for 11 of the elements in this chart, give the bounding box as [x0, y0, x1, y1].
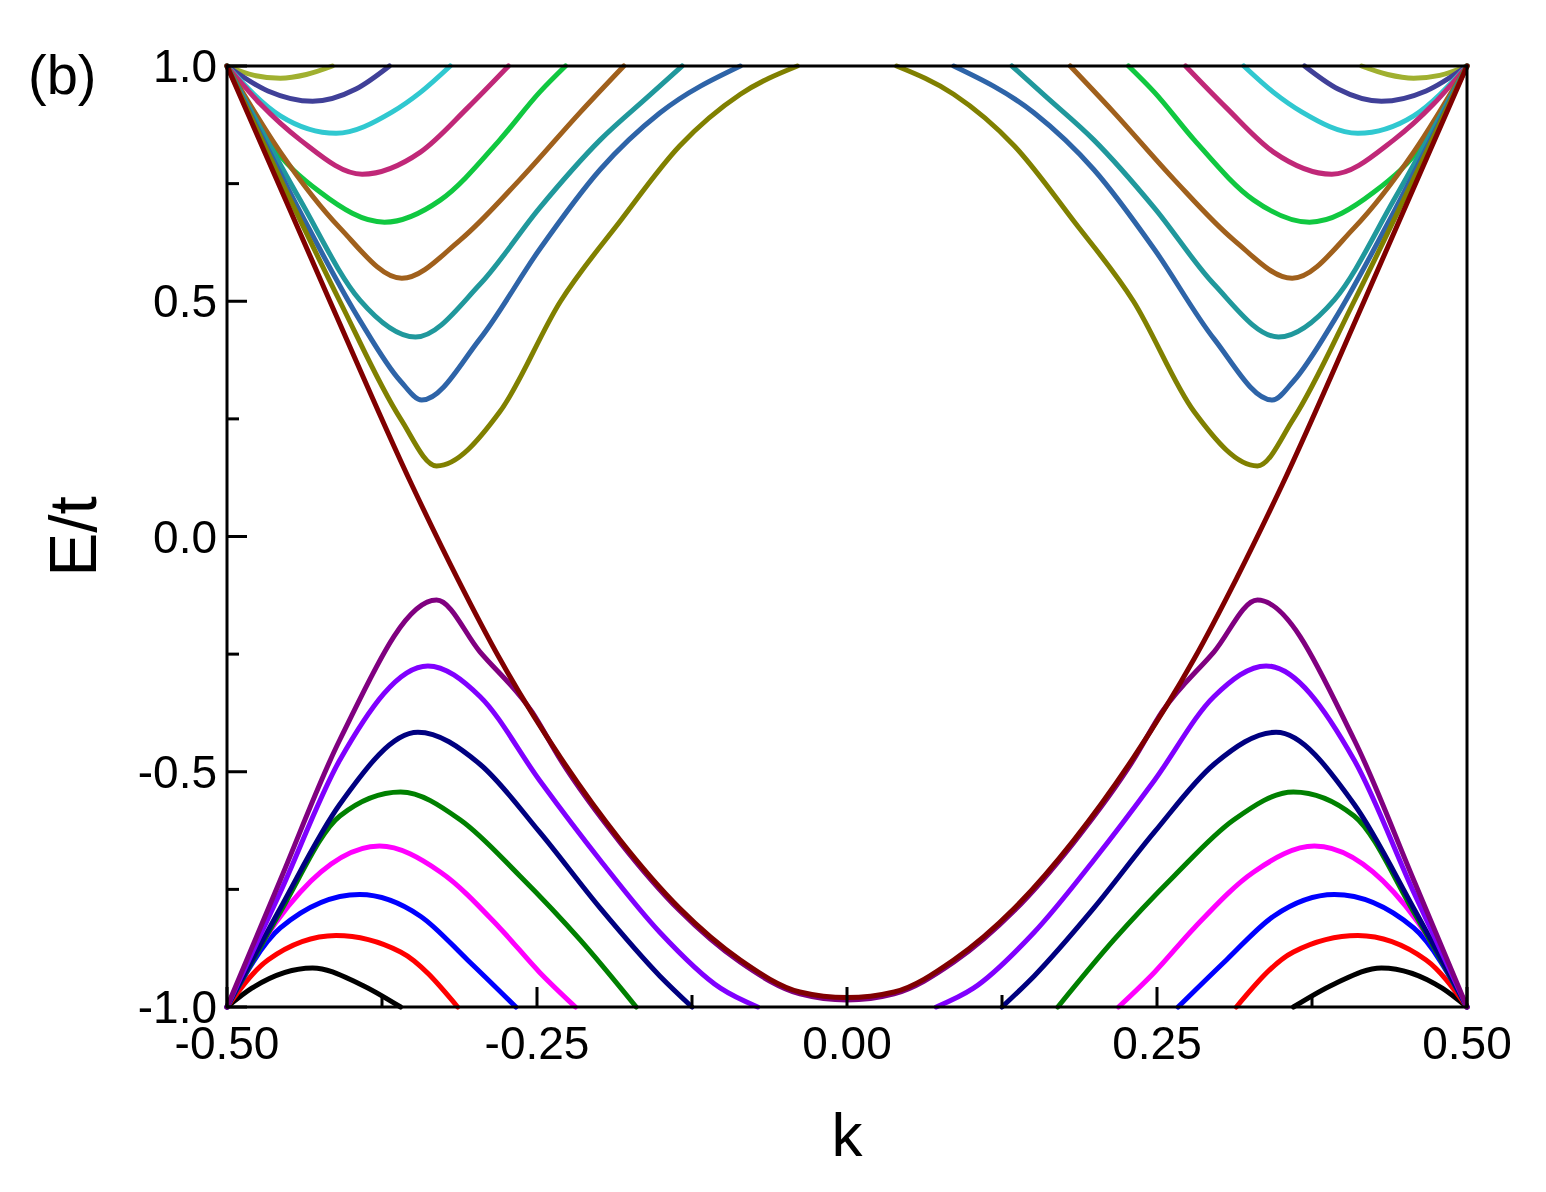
x-axis-title: k	[831, 1100, 864, 1169]
y-tick-label: 1.0	[153, 40, 217, 92]
y-axis-title: E/t	[36, 496, 110, 577]
y-tick-label: -0.5	[137, 745, 217, 798]
y-tick-label: 0.5	[153, 275, 217, 328]
y-tick-label: 0.0	[153, 510, 217, 563]
x-tick-label: -0.25	[484, 1017, 590, 1069]
x-tick-label: 0.25	[1112, 1017, 1202, 1069]
x-tick-label: 0.00	[802, 1017, 892, 1069]
x-tick-label: 0.50	[1422, 1017, 1512, 1069]
text: (b)	[28, 43, 97, 106]
